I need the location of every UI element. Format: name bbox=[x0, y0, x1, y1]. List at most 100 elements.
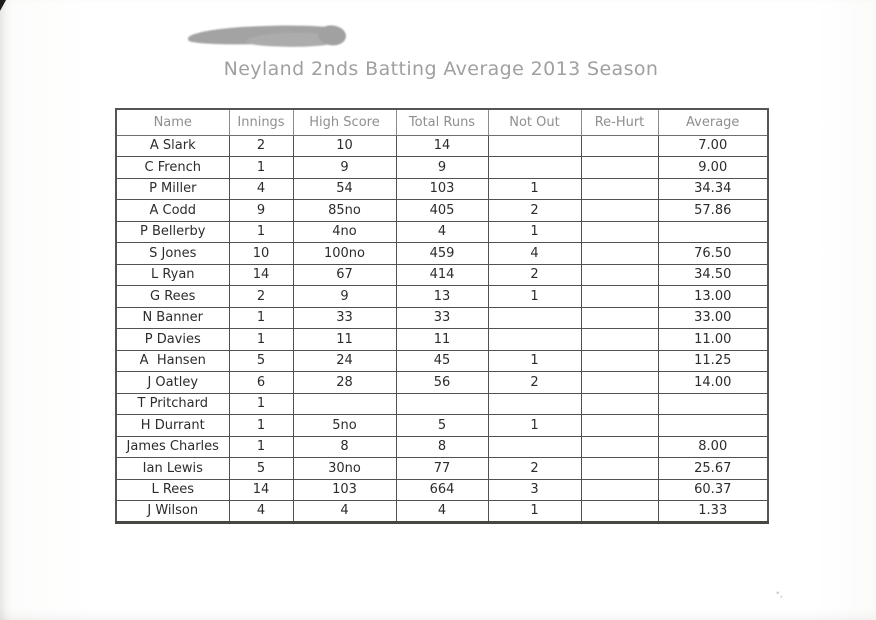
cell-not-out: 2 bbox=[487, 371, 582, 394]
cell-total-runs: 5 bbox=[395, 414, 489, 437]
cell-name: L Ryan bbox=[115, 263, 230, 286]
cell-average: 8.00 bbox=[657, 435, 769, 458]
cell-average bbox=[657, 414, 769, 437]
cell-not-out bbox=[487, 392, 582, 415]
cell-total-runs bbox=[395, 392, 489, 415]
cell-high-score: 103 bbox=[292, 478, 397, 501]
column-header-innings: Innings bbox=[228, 108, 294, 136]
cell-average: 60.37 bbox=[657, 478, 769, 501]
cell-average: 13.00 bbox=[657, 285, 769, 308]
page-title: Neyland 2nds Batting Average 2013 Season bbox=[223, 58, 659, 80]
cell-re-hurt bbox=[580, 242, 659, 265]
cell-average: 33.00 bbox=[657, 306, 769, 329]
cell-average: 11.25 bbox=[657, 349, 769, 372]
cell-re-hurt bbox=[580, 457, 659, 480]
cell-total-runs: 11 bbox=[395, 328, 489, 351]
cell-re-hurt bbox=[580, 263, 659, 286]
cell-innings: 5 bbox=[228, 349, 294, 372]
cell-total-runs: 664 bbox=[395, 478, 489, 501]
table-row: A Codd 9 85no 405 2 57.86 bbox=[115, 199, 769, 222]
cell-innings: 4 bbox=[228, 177, 294, 200]
batting-average-table: Name Innings High Score Total Runs Not Out Re… bbox=[115, 108, 769, 524]
table-row: T Pritchard 1 bbox=[115, 392, 769, 415]
redaction-marker-smudge bbox=[187, 23, 341, 47]
cell-not-out: 1 bbox=[487, 177, 582, 200]
cell-re-hurt bbox=[580, 349, 659, 372]
cell-innings: 6 bbox=[228, 371, 294, 394]
cell-re-hurt bbox=[580, 177, 659, 200]
column-header-high-score: High Score bbox=[292, 108, 397, 136]
cell-re-hurt bbox=[580, 306, 659, 329]
cell-innings: 10 bbox=[228, 242, 294, 265]
cell-name: A Codd bbox=[115, 199, 230, 222]
cell-innings: 14 bbox=[228, 478, 294, 501]
column-header-re-hurt: Re-Hurt bbox=[580, 108, 659, 136]
table-body: A Slark 2 10 14 7.00 C French 1 9 9 9.00… bbox=[115, 134, 769, 523]
cell-average: 7.00 bbox=[657, 134, 769, 157]
cell-not-out bbox=[487, 328, 582, 351]
cell-not-out: 3 bbox=[487, 478, 582, 501]
cell-total-runs: 414 bbox=[395, 263, 489, 286]
table-row: A Slark 2 10 14 7.00 bbox=[115, 134, 769, 157]
table-row: P Miller 4 54 103 1 34.34 bbox=[115, 177, 769, 200]
cell-total-runs: 9 bbox=[395, 156, 489, 179]
table-row: A Hansen 5 24 45 1 11.25 bbox=[115, 349, 769, 372]
cell-high-score: 4no bbox=[292, 220, 397, 243]
cell-high-score: 85no bbox=[292, 199, 397, 222]
cell-not-out: 2 bbox=[487, 263, 582, 286]
cell-total-runs: 459 bbox=[395, 242, 489, 265]
cell-innings: 1 bbox=[228, 306, 294, 329]
cell-total-runs: 45 bbox=[395, 349, 489, 372]
cell-not-out bbox=[487, 156, 582, 179]
cell-re-hurt bbox=[580, 435, 659, 458]
cell-high-score: 24 bbox=[292, 349, 397, 372]
cell-not-out: 1 bbox=[487, 414, 582, 437]
cell-not-out: 1 bbox=[487, 349, 582, 372]
cell-re-hurt bbox=[580, 414, 659, 437]
cell-re-hurt bbox=[580, 156, 659, 179]
table-row: L Rees 14 103 664 3 60.37 bbox=[115, 478, 769, 501]
cell-average: 9.00 bbox=[657, 156, 769, 179]
cell-name: P Miller bbox=[115, 177, 230, 200]
cell-name: P Davies bbox=[115, 328, 230, 351]
cell-name: P Bellerby bbox=[115, 220, 230, 243]
table-row: N Banner 1 33 33 33.00 bbox=[115, 306, 769, 329]
cell-not-out: 1 bbox=[487, 220, 582, 243]
column-header-average: Average bbox=[657, 108, 769, 136]
cell-re-hurt bbox=[580, 392, 659, 415]
cell-innings: 5 bbox=[228, 457, 294, 480]
cell-innings: 2 bbox=[228, 134, 294, 157]
cell-name: L Rees bbox=[115, 478, 230, 501]
cell-not-out bbox=[487, 134, 582, 157]
table-row: P Davies 1 11 11 11.00 bbox=[115, 328, 769, 351]
cell-total-runs: 103 bbox=[395, 177, 489, 200]
table-row: J Oatley 6 28 56 2 14.00 bbox=[115, 371, 769, 394]
cell-high-score: 11 bbox=[292, 328, 397, 351]
column-header-name: Name bbox=[115, 108, 230, 136]
scan-speckle bbox=[775, 590, 784, 599]
cell-re-hurt bbox=[580, 478, 659, 501]
cell-name: A Hansen bbox=[115, 349, 230, 372]
cell-re-hurt bbox=[580, 220, 659, 243]
table-row: P Bellerby 1 4no 4 1 bbox=[115, 220, 769, 243]
cell-not-out bbox=[487, 435, 582, 458]
cell-name: J Oatley bbox=[115, 371, 230, 394]
cell-total-runs: 77 bbox=[395, 457, 489, 480]
cell-average: 76.50 bbox=[657, 242, 769, 265]
cell-innings: 2 bbox=[228, 285, 294, 308]
cell-innings: 9 bbox=[228, 199, 294, 222]
cell-name: A Slark bbox=[115, 134, 230, 157]
cell-total-runs: 4 bbox=[395, 500, 489, 523]
table-row: S Jones 10 100no 459 4 76.50 bbox=[115, 242, 769, 265]
cell-high-score: 4 bbox=[292, 500, 397, 523]
column-header-total-runs: Total Runs bbox=[395, 108, 489, 136]
cell-innings: 1 bbox=[228, 414, 294, 437]
cell-not-out: 1 bbox=[487, 285, 582, 308]
cell-innings: 1 bbox=[228, 392, 294, 415]
cell-name: C French bbox=[115, 156, 230, 179]
cell-name: J Wilson bbox=[115, 500, 230, 523]
cell-innings: 14 bbox=[228, 263, 294, 286]
cell-total-runs: 405 bbox=[395, 199, 489, 222]
cell-innings: 4 bbox=[228, 500, 294, 523]
cell-high-score: 8 bbox=[292, 435, 397, 458]
